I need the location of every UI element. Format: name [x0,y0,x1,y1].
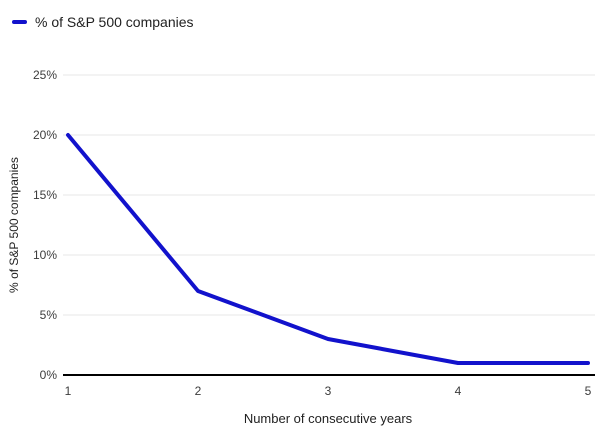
x-tick-label: 5 [585,384,592,398]
x-tick-label: 2 [195,384,202,398]
y-tick-label: 25% [33,68,57,82]
y-tick-label: 20% [33,128,57,142]
y-tick-label: 10% [33,248,57,262]
y-axis-title: % of S&P 500 companies [7,157,21,293]
y-tick-label: 5% [40,308,58,322]
x-tick-label: 4 [455,384,462,398]
y-tick-label: 0% [40,368,58,382]
legend-label: % of S&P 500 companies [35,14,194,30]
series-line [66,133,590,365]
legend: % of S&P 500 companies [12,13,194,31]
legend-line-marker-icon [12,20,27,24]
y-tick-label: 15% [33,188,57,202]
x-tick-label: 1 [65,384,72,398]
x-axis-title: Number of consecutive years [243,411,413,426]
x-tick-label: 3 [325,384,332,398]
